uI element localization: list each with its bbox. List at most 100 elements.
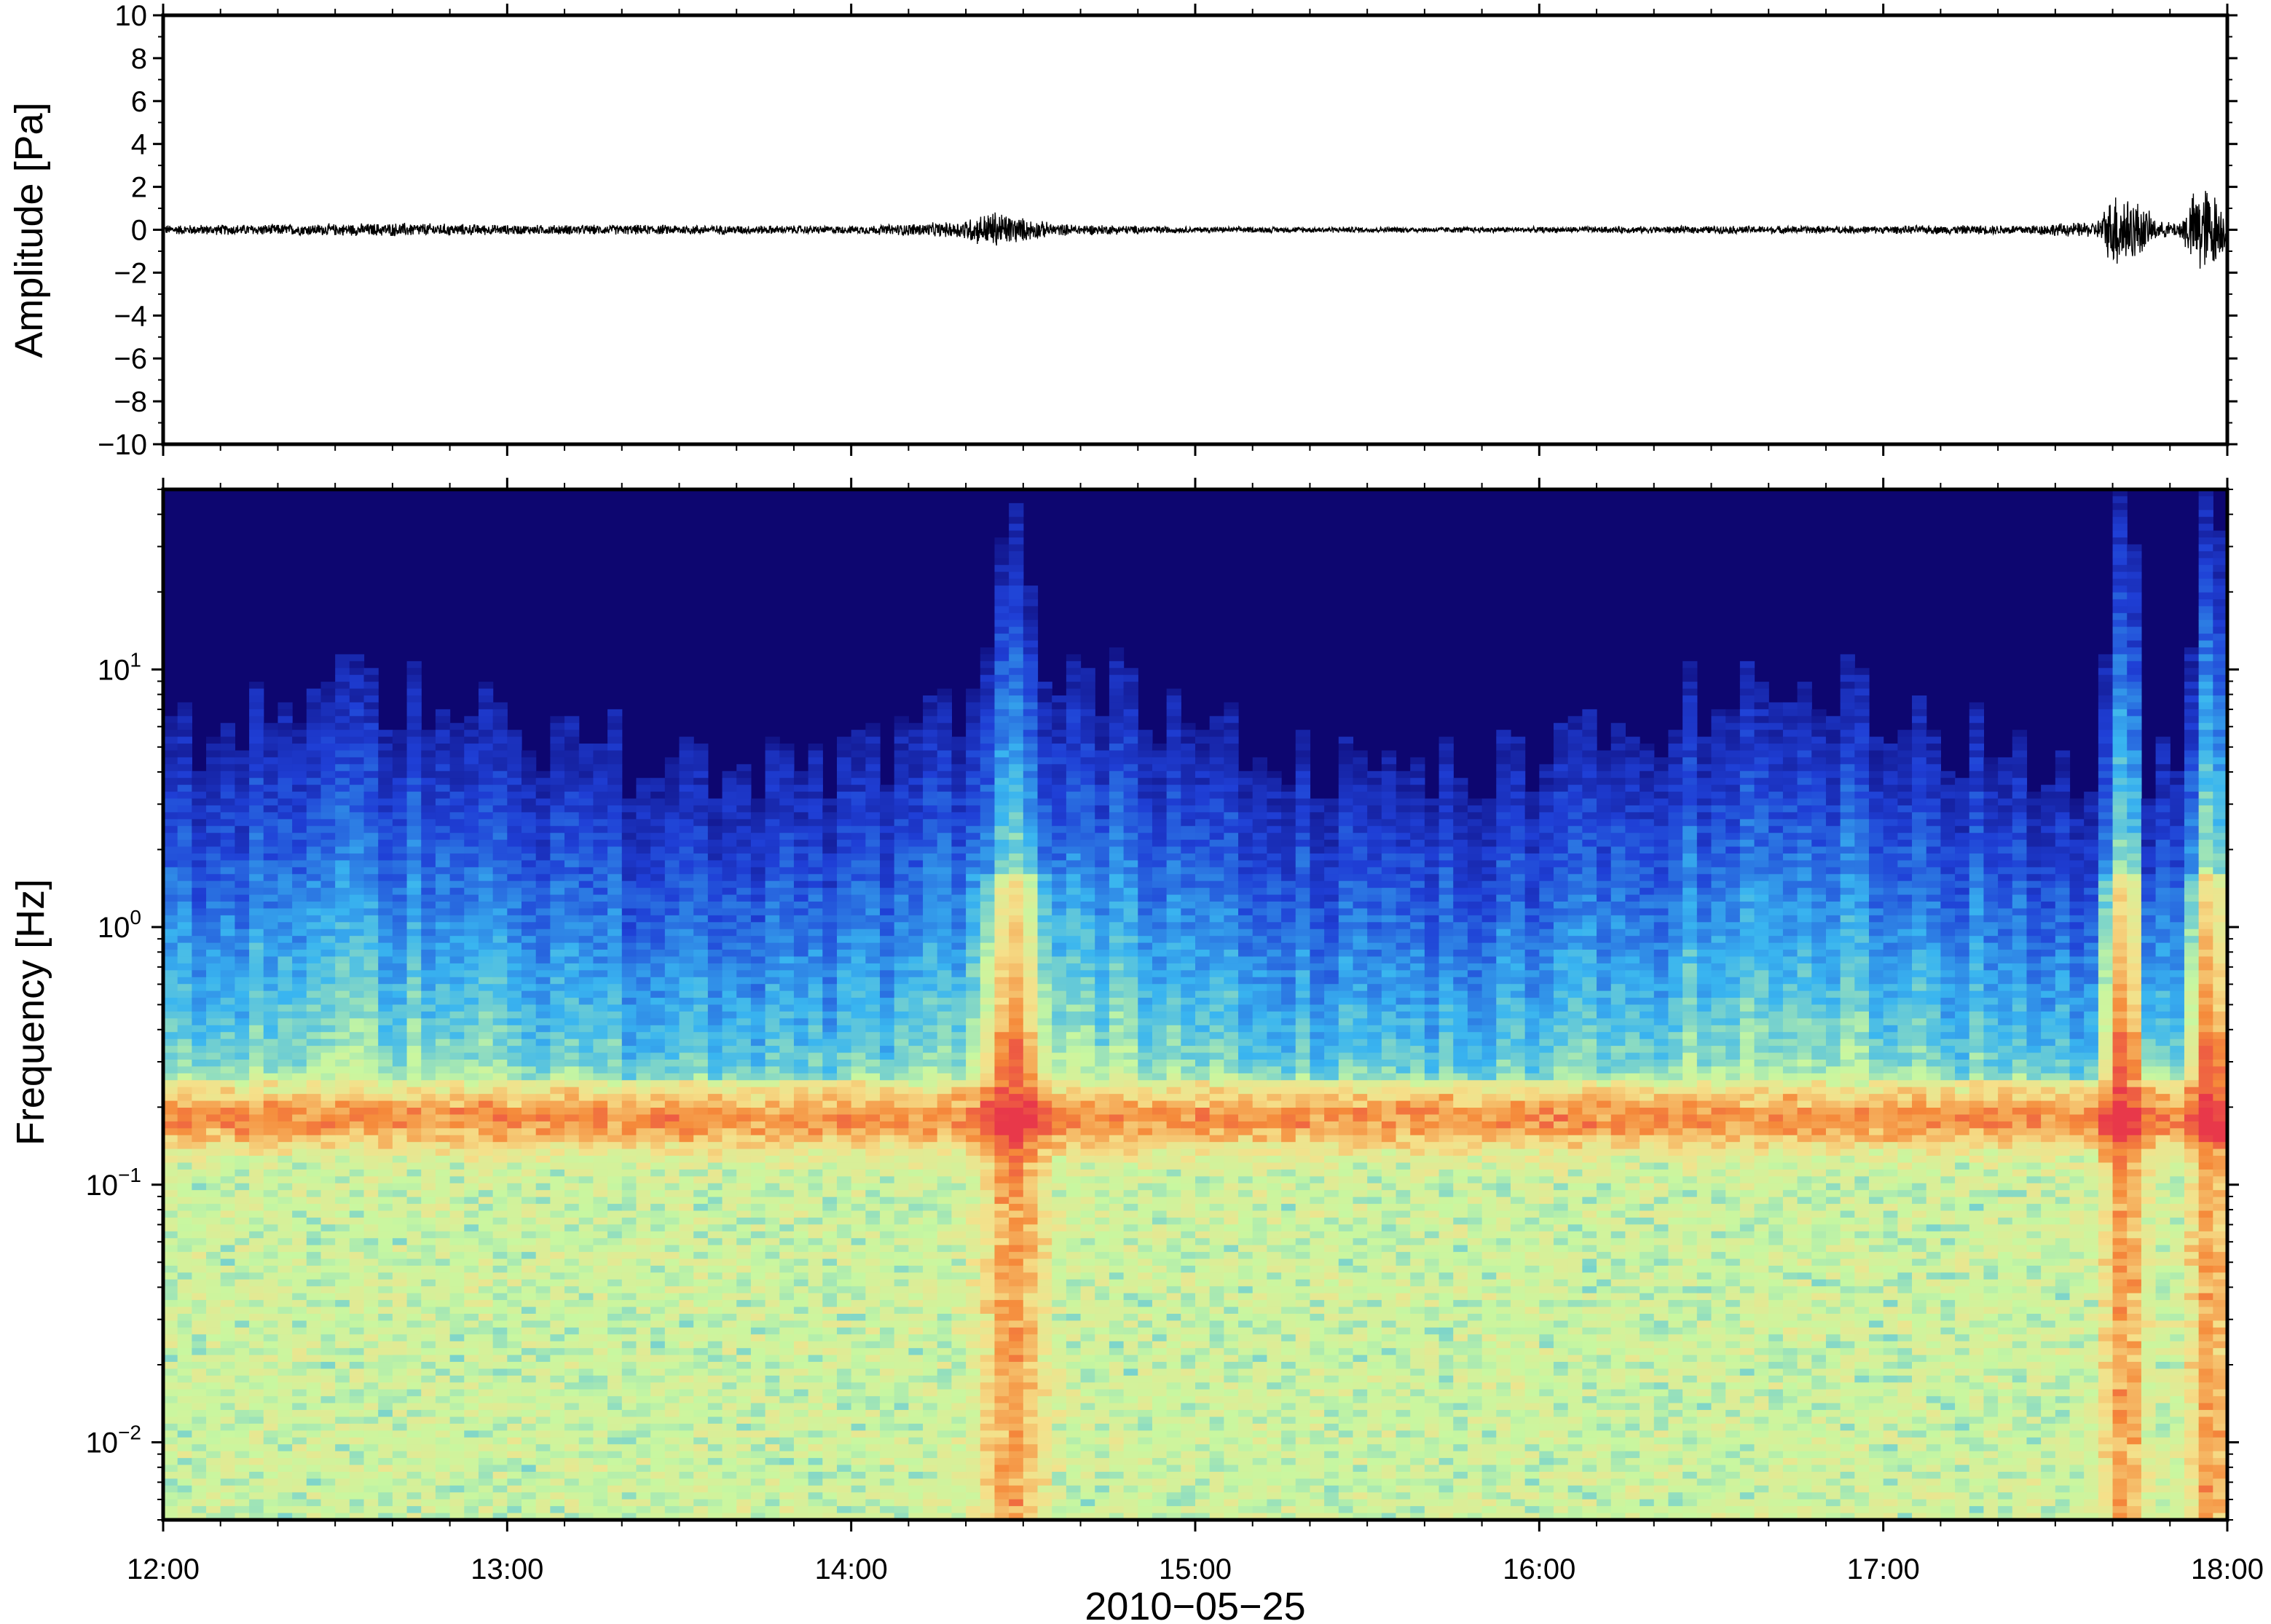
spectrogram-cell xyxy=(220,1238,235,1246)
spectrogram-cell xyxy=(349,832,365,840)
spectrogram-cell xyxy=(492,1142,508,1150)
spectrogram-cell xyxy=(306,1465,322,1473)
spectrogram-cell xyxy=(335,682,350,690)
spectrogram-cell xyxy=(263,1004,279,1012)
spectrogram-cell xyxy=(349,1217,365,1225)
spectrogram-cell xyxy=(679,792,694,800)
spectrogram-cell xyxy=(406,750,422,758)
spectrogram-cell xyxy=(249,1375,264,1383)
spectrogram-cell xyxy=(693,1471,709,1479)
spectrogram-cell xyxy=(220,1038,235,1046)
spectrogram-cell xyxy=(550,929,565,937)
spectrogram-cell xyxy=(664,1252,680,1260)
spectrogram-cell xyxy=(163,1451,178,1459)
spectrogram-cell xyxy=(263,730,279,738)
spectrogram-cell xyxy=(320,1114,336,1122)
spectrogram-cell xyxy=(192,1444,207,1452)
spectrogram-cell xyxy=(650,1485,666,1493)
spectrogram-cell xyxy=(736,1444,752,1452)
spectrogram-cell xyxy=(507,736,522,744)
spectrogram-cell xyxy=(636,1108,651,1116)
spectrogram-cell xyxy=(679,929,694,937)
spectrogram-cell xyxy=(492,716,508,724)
spectrogram-cell xyxy=(320,1038,336,1046)
spectrogram-cell xyxy=(320,1142,336,1150)
spectrogram-cell xyxy=(736,1348,752,1356)
spectrogram-cell xyxy=(220,970,235,978)
spectrogram-cell xyxy=(206,1176,221,1184)
spectrogram-cell xyxy=(263,942,279,950)
spectrogram-cell xyxy=(564,1492,580,1500)
spectrogram-cell xyxy=(722,1492,737,1500)
spectrogram-cell xyxy=(464,798,479,806)
spectrogram-cell xyxy=(636,1382,651,1390)
spectrogram-cell xyxy=(220,1245,235,1253)
spectrogram-cell xyxy=(378,1451,393,1459)
spectrogram-cell xyxy=(206,929,221,937)
spectrogram-cell xyxy=(564,1066,580,1074)
spectrogram-cell xyxy=(550,1052,565,1060)
spectrogram-cell xyxy=(449,1355,465,1363)
spectrogram-cell xyxy=(435,1314,451,1322)
spectrogram-cell xyxy=(679,1334,694,1342)
spectrogram-cell xyxy=(736,1018,752,1026)
spectrogram-cell xyxy=(306,840,322,848)
spectrogram-cell xyxy=(578,860,594,868)
spectrogram-cell xyxy=(593,1169,608,1177)
spectrogram-cell xyxy=(349,709,365,717)
spectrogram-cell xyxy=(206,902,221,910)
spectrogram-cell xyxy=(722,1265,737,1273)
spectrogram-cell xyxy=(621,1169,637,1177)
spectrogram-cell xyxy=(220,1355,235,1363)
spectrogram-cell xyxy=(292,778,307,786)
spectrogram-cell xyxy=(578,792,594,800)
spectrogram-cell xyxy=(406,1087,422,1095)
spectrogram-cell xyxy=(306,1128,322,1136)
spectrogram-cell xyxy=(349,860,365,868)
spectrogram-cell xyxy=(722,1032,737,1040)
spectrogram-cell xyxy=(163,826,178,834)
spectrogram-cell xyxy=(349,1279,365,1287)
spectrogram-cell xyxy=(163,1471,178,1479)
spectrogram-cell xyxy=(593,1073,608,1081)
spectrogram-cell xyxy=(607,888,623,896)
spectrogram-cell xyxy=(349,1403,365,1411)
spectrogram-cell xyxy=(464,1094,479,1102)
spectrogram-cell xyxy=(564,1279,580,1287)
waveform-y-tick-label: −2 xyxy=(114,257,147,289)
spectrogram-cell xyxy=(335,867,350,875)
spectrogram-cell xyxy=(292,1121,307,1129)
spectrogram-cell xyxy=(636,1499,651,1507)
spectrogram-cell xyxy=(192,1341,207,1349)
spectrogram-cell xyxy=(320,1108,336,1116)
spectrogram-cell xyxy=(607,1362,623,1370)
spectrogram-cell xyxy=(421,1410,436,1418)
spectrogram-cell xyxy=(278,888,293,896)
spectrogram-cell xyxy=(421,874,436,882)
spectrogram-cell xyxy=(693,1162,709,1170)
spectrogram-cell xyxy=(492,757,508,765)
spectrogram-cell xyxy=(249,1100,264,1108)
spectrogram-cell xyxy=(349,1011,365,1019)
spectrogram-cell xyxy=(535,1444,551,1452)
spectrogram-cell xyxy=(736,832,752,840)
spectrogram-cell xyxy=(636,1210,651,1218)
spectrogram-cell xyxy=(750,942,766,950)
spectrogram-cell xyxy=(564,716,580,724)
spectrogram-cell xyxy=(392,922,408,930)
spectrogram-cell xyxy=(335,1355,350,1363)
spectrogram-cell xyxy=(578,1032,594,1040)
spectrogram-cell xyxy=(320,1252,336,1260)
spectrogram-cell xyxy=(478,1135,494,1143)
spectrogram-cell xyxy=(320,1465,336,1473)
spectrogram-cell xyxy=(664,1293,680,1301)
spectrogram-cell xyxy=(679,915,694,923)
spectrogram-cell xyxy=(564,998,580,1006)
spectrogram-cell xyxy=(593,1334,608,1342)
spectrogram-cell xyxy=(722,956,737,964)
spectrogram-cell xyxy=(607,1238,623,1246)
spectrogram-cell xyxy=(320,812,336,820)
spectrogram-cell xyxy=(650,1396,666,1404)
spectrogram-cell xyxy=(492,1114,508,1122)
spectrogram-cell xyxy=(664,1190,680,1198)
